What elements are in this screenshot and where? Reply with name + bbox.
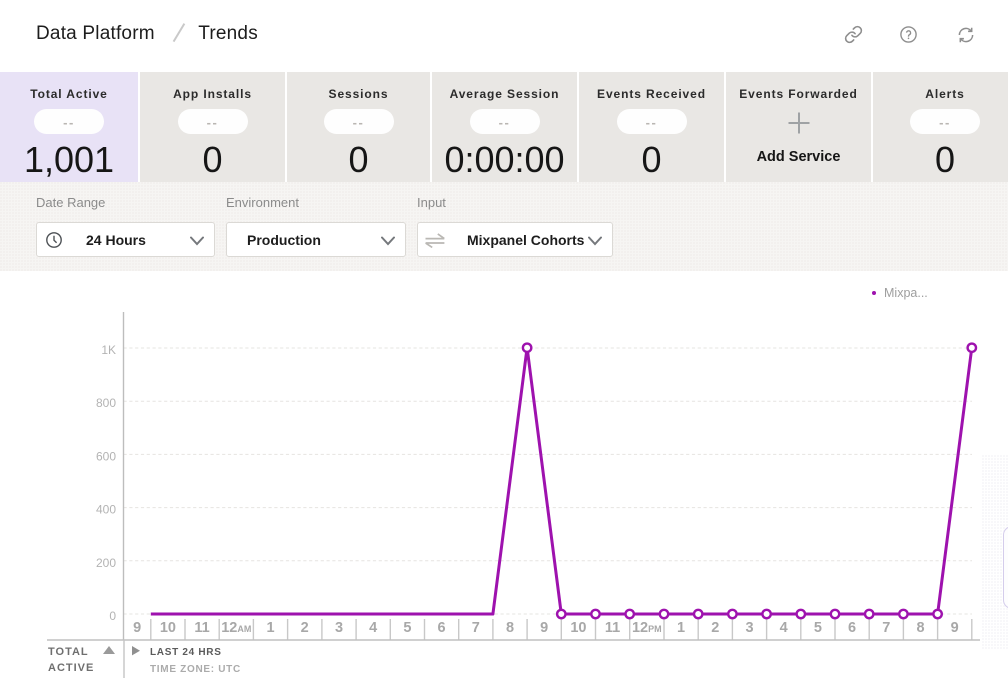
svg-text:11: 11 (194, 620, 209, 636)
svg-text:3: 3 (745, 620, 753, 636)
svg-text:400: 400 (96, 503, 116, 517)
svg-text:8: 8 (506, 620, 514, 636)
svg-text:10: 10 (160, 620, 176, 636)
svg-text:1: 1 (677, 620, 685, 636)
svg-text:2: 2 (711, 620, 719, 636)
svg-text:7: 7 (882, 620, 890, 636)
svg-text:200: 200 (96, 556, 116, 570)
svg-text:1K: 1K (101, 343, 116, 357)
svg-text:0: 0 (109, 609, 116, 623)
svg-text:4: 4 (369, 620, 377, 636)
svg-text:TIME ZONE: UTC: TIME ZONE: UTC (150, 664, 241, 675)
svg-text:1: 1 (266, 620, 274, 636)
svg-text:5: 5 (403, 620, 411, 636)
svg-text:8: 8 (916, 620, 924, 636)
svg-text:12PM: 12PM (632, 620, 662, 636)
svg-text:9: 9 (951, 620, 959, 636)
svg-text:2: 2 (301, 620, 309, 636)
svg-text:600: 600 (96, 449, 116, 463)
svg-text:3: 3 (335, 620, 343, 636)
svg-text:800: 800 (96, 396, 116, 410)
svg-text:LAST 24 HRS: LAST 24 HRS (150, 647, 222, 658)
svg-text:6: 6 (848, 620, 856, 636)
svg-text:7: 7 (472, 620, 480, 636)
svg-text:11: 11 (605, 620, 620, 636)
svg-text:12AM: 12AM (221, 620, 251, 636)
svg-text:6: 6 (438, 620, 446, 636)
svg-text:ACTIVE: ACTIVE (48, 662, 94, 674)
svg-text:9: 9 (540, 620, 548, 636)
svg-text:9: 9 (133, 620, 141, 636)
svg-text:4: 4 (780, 620, 788, 636)
svg-text:TOTAL: TOTAL (48, 646, 89, 658)
svg-text:10: 10 (570, 620, 586, 636)
svg-text:5: 5 (814, 620, 822, 636)
